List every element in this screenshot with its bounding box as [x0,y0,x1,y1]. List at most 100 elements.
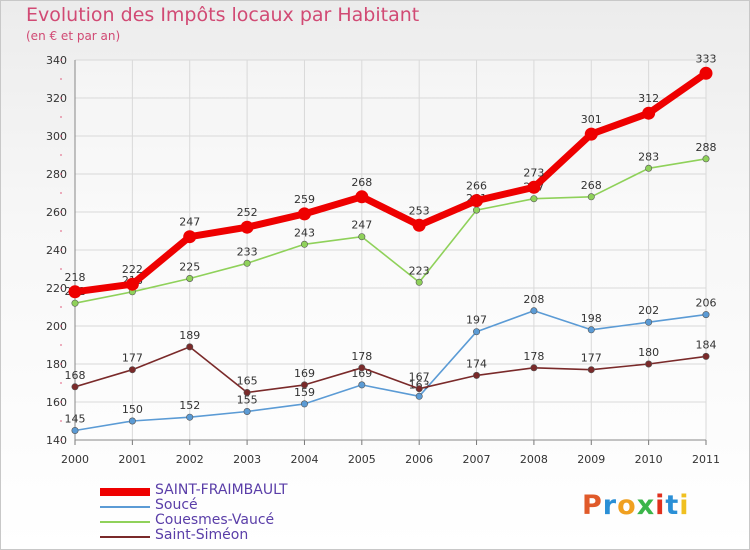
data-point [243,407,251,415]
series-line-Soucé [74,309,707,432]
x-tick-label: 2003 [233,453,261,466]
logo-letter: i [679,490,690,521]
data-point [186,343,194,351]
data-point [587,193,595,201]
logo-letter: P [582,490,603,521]
y-tick-label: 220 [46,282,67,295]
data-point [300,381,308,389]
data-point [125,277,139,291]
legend-swatch [100,535,150,538]
data-label: 177 [581,352,602,365]
data-label: 301 [581,113,602,126]
x-tick-label: 2010 [635,453,663,466]
y-tick-label: 160 [46,396,67,409]
data-point [470,194,484,208]
x-tick-label: 2000 [61,453,89,466]
x-tick-label: 2002 [176,453,204,466]
x-tick-label: 2005 [348,453,376,466]
data-point [587,326,595,334]
data-label: 253 [409,204,430,217]
data-label: 159 [294,386,315,399]
data-point [71,299,79,307]
logo-letter: i [655,490,666,521]
legend-swatch [100,487,150,496]
data-point [183,230,197,244]
data-point [71,426,79,434]
data-point [240,220,254,234]
data-point [702,311,710,319]
legend-label: SAINT-FRAIMBAULT [155,482,288,498]
data-point [530,364,538,372]
data-label: 259 [294,193,315,206]
x-tick-label: 2006 [405,453,433,466]
x-tick-label: 2008 [520,453,548,466]
data-label: 312 [638,92,659,105]
data-label: 145 [65,413,86,426]
data-point [186,413,194,421]
data-label: 247 [351,219,372,232]
data-label: 197 [466,314,487,327]
data-point [702,352,710,360]
legend-item: Saint-Siméon [100,527,360,544]
data-label: 243 [294,226,315,239]
data-label: 184 [696,338,717,351]
data-label: 225 [179,261,200,274]
data-label: 233 [237,245,258,258]
data-label: 206 [696,297,717,310]
logo-letter: r [602,490,618,521]
legend-label: Couesmes-Vaucé [155,512,275,528]
x-tick-label: 2007 [463,453,491,466]
data-point [71,383,79,391]
data-point [358,381,366,389]
data-point [358,364,366,372]
x-tick-label: 2011 [692,453,720,466]
data-label: 177 [122,352,143,365]
logo-letter: x [636,490,656,521]
data-point [645,164,653,172]
legend-label: Saint-Siméon [155,527,249,543]
y-tick-label: 140 [46,434,67,447]
chart-subtitle: (en € et par an) [26,29,121,43]
y-tick-label: 260 [46,206,67,219]
data-point [243,259,251,267]
legend-swatch [100,505,150,508]
legend-item: Soucé [100,497,360,514]
y-tick-label: 300 [46,130,67,143]
data-point [128,417,136,425]
data-point [412,218,426,232]
data-point [645,318,653,326]
data-point [243,388,251,396]
data-point [587,366,595,374]
data-label: 167 [409,371,430,384]
y-tick-label: 280 [46,168,67,181]
data-label: 174 [466,357,487,370]
data-label: 268 [351,176,372,189]
data-label: 333 [696,52,717,65]
y-tick-label: 180 [46,358,67,371]
data-point [473,328,481,336]
data-label: 189 [179,329,200,342]
data-label: 283 [638,150,659,163]
data-label: 198 [581,312,602,325]
data-point [530,307,538,315]
series-line-Couesmes-Vaucé [74,158,707,305]
legend-item: SAINT-FRAIMBAULT [100,482,360,499]
data-label: 218 [65,271,86,284]
data-point [584,127,598,141]
data-point [645,360,653,368]
y-tick-label: 200 [46,320,67,333]
x-tick-label: 2009 [577,453,605,466]
x-tick-label: 2004 [290,453,318,466]
data-label: 169 [294,367,315,380]
data-point [358,233,366,241]
data-label: 150 [122,403,143,416]
data-point [473,206,481,214]
data-label: 168 [65,369,86,382]
data-point [702,155,710,163]
data-label: 273 [523,166,544,179]
data-label: 165 [237,375,258,388]
data-point [355,190,369,204]
y-tick-label: 240 [46,244,67,257]
data-point [699,66,713,80]
